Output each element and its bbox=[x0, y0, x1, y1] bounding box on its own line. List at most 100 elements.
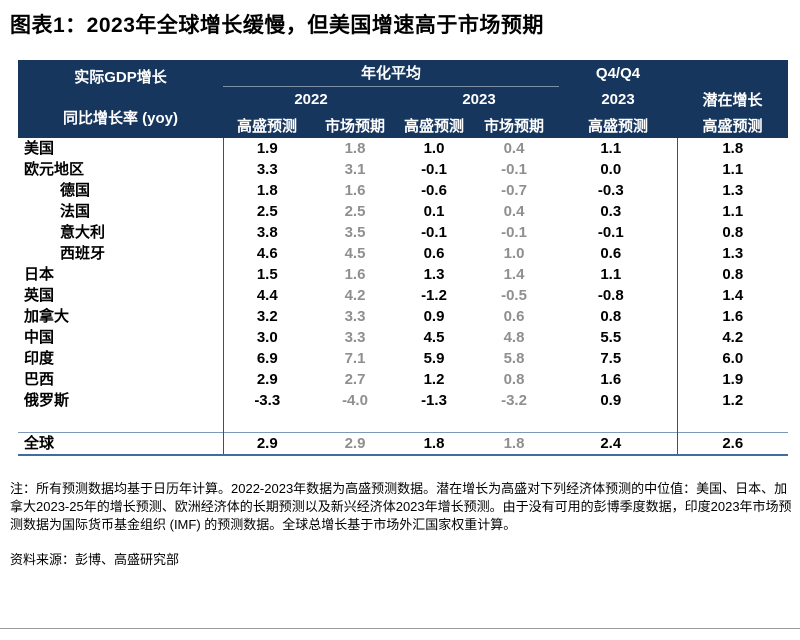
value-cell: 1.2 bbox=[423, 371, 445, 388]
header-real-gdp-growth: 实际GDP增长 bbox=[74, 69, 167, 86]
world-q4-gs: 2.4 bbox=[559, 431, 678, 456]
header-sub-gs-forecast-potential: 高盛预测 bbox=[677, 112, 789, 138]
spacer-row bbox=[18, 411, 789, 432]
value-cell: 0.4 bbox=[503, 140, 525, 157]
value-cell: 1.1 bbox=[600, 140, 622, 157]
header-sub-market-consensus-2022: 市场预期 bbox=[311, 112, 399, 138]
value-cell: 1.3 bbox=[676, 180, 789, 201]
value-cell: 0.9 bbox=[423, 308, 445, 325]
value-cell: -0.5 bbox=[501, 287, 527, 304]
value-cell: 0.6 bbox=[423, 245, 445, 262]
country-row: 欧元地区 3.3 3.1 -0.1 -0.1 0.0 1.1 bbox=[18, 159, 789, 180]
country-label: 印度 bbox=[24, 350, 55, 367]
country-row: 西班牙 4.6 4.5 0.6 1.0 0.6 1.3 bbox=[18, 243, 789, 264]
header-potential-growth: 潜在增长 bbox=[677, 86, 789, 112]
value-cell: 5.9 bbox=[423, 350, 445, 367]
country-row: 美国 1.9 1.8 1.0 0.4 1.1 1.8 bbox=[18, 138, 789, 159]
world-2022-gs: 2.9 bbox=[222, 431, 311, 456]
value-cell: 3.3 bbox=[344, 329, 366, 346]
value-cell: -3.2 bbox=[501, 392, 527, 409]
value-cell: 2.5 bbox=[222, 201, 311, 222]
value-cell: 3.3 bbox=[222, 159, 311, 180]
value-cell: 3.2 bbox=[222, 306, 311, 327]
value-cell: 6.0 bbox=[676, 348, 789, 369]
value-cell: 4.2 bbox=[676, 327, 789, 348]
value-cell: 4.4 bbox=[222, 285, 311, 306]
value-cell: 1.4 bbox=[676, 285, 789, 306]
value-cell: -0.8 bbox=[597, 287, 624, 304]
value-cell: 3.5 bbox=[344, 224, 366, 241]
country-label: 德国 bbox=[60, 182, 91, 199]
value-cell: 1.4 bbox=[503, 266, 525, 283]
country-label: 俄罗斯 bbox=[24, 392, 70, 409]
value-cell: 4.8 bbox=[503, 329, 525, 346]
value-cell: 1.3 bbox=[423, 266, 445, 283]
value-cell: -0.1 bbox=[597, 224, 624, 241]
value-cell: 6.9 bbox=[222, 348, 311, 369]
country-row: 德国 1.8 1.6 -0.6 -0.7 -0.3 1.3 bbox=[18, 180, 789, 201]
value-cell: -4.0 bbox=[342, 392, 368, 409]
header-row-label-cell: 实际GDP增长 同比增长率 (yoy) bbox=[18, 60, 223, 138]
country-row: 英国 4.4 4.2 -1.2 -0.5 -0.8 1.4 bbox=[18, 285, 789, 306]
country-label: 英国 bbox=[24, 287, 55, 304]
country-row: 法国 2.5 2.5 0.1 0.4 0.3 1.1 bbox=[18, 201, 789, 222]
value-cell: 0.8 bbox=[676, 222, 789, 243]
value-cell: -3.3 bbox=[222, 390, 311, 411]
value-cell: 0.6 bbox=[503, 308, 525, 325]
country-label: 意大利 bbox=[60, 224, 106, 241]
value-cell: 1.6 bbox=[676, 306, 789, 327]
world-2023-market: 1.8 bbox=[469, 431, 560, 456]
value-cell: 5.5 bbox=[600, 329, 622, 346]
value-cell: 1.9 bbox=[222, 138, 311, 159]
value-cell: 0.8 bbox=[503, 371, 525, 388]
country-row: 中国 3.0 3.3 4.5 4.8 5.5 4.2 bbox=[18, 327, 789, 348]
header-sub-gs-forecast-q4: 高盛预测 bbox=[559, 112, 678, 138]
value-cell: 1.8 bbox=[222, 180, 311, 201]
world-label: 全球 bbox=[18, 431, 223, 456]
value-cell: 2.9 bbox=[222, 369, 311, 390]
value-cell: 1.1 bbox=[676, 159, 789, 180]
value-cell: -1.2 bbox=[421, 287, 447, 304]
header-q4-year-2023: 2023 bbox=[559, 86, 678, 112]
world-potential-gs: 2.6 bbox=[676, 431, 789, 456]
table-header: 实际GDP增长 同比增长率 (yoy) 年化平均 Q4/Q4 2022 2023… bbox=[18, 60, 789, 138]
value-cell: -0.3 bbox=[597, 182, 624, 199]
world-2022-market: 2.9 bbox=[311, 431, 399, 456]
value-cell: 1.0 bbox=[423, 140, 445, 157]
value-cell: 1.8 bbox=[676, 138, 789, 159]
country-label: 西班牙 bbox=[60, 245, 106, 262]
value-cell: 0.8 bbox=[676, 264, 789, 285]
header-year-2022: 2022 bbox=[223, 86, 399, 112]
value-cell: 1.3 bbox=[676, 243, 789, 264]
page-bottom-rule bbox=[0, 628, 800, 629]
value-cell: 1.5 bbox=[222, 264, 311, 285]
country-label: 巴西 bbox=[24, 371, 55, 388]
value-cell: 4.5 bbox=[344, 245, 366, 262]
value-cell: -0.7 bbox=[501, 182, 527, 199]
value-cell: 5.8 bbox=[503, 350, 525, 367]
value-cell: 3.8 bbox=[222, 222, 311, 243]
country-row: 日本 1.5 1.6 1.3 1.4 1.1 0.8 bbox=[18, 264, 789, 285]
header-group-annualized-average: 年化平均 bbox=[223, 60, 560, 87]
value-cell: 0.8 bbox=[600, 308, 622, 325]
exhibit-title: 图表1：2023年全球增长缓慢，但美国增速高于市场预期 bbox=[10, 14, 544, 37]
value-cell: -0.6 bbox=[421, 182, 447, 199]
country-row: 意大利 3.8 3.5 -0.1 -0.1 -0.1 0.8 bbox=[18, 222, 789, 243]
header-sub-gs-forecast-2023: 高盛预测 bbox=[399, 112, 469, 138]
footnote: 注：所有预测数据均基于日历年计算。2022-2023年数据为高盛预测数据。潜在增… bbox=[10, 480, 792, 532]
header-group-q4q4: Q4/Q4 bbox=[559, 60, 678, 86]
value-cell: 1.8 bbox=[344, 140, 366, 157]
value-cell: 1.6 bbox=[600, 371, 622, 388]
value-cell: -0.1 bbox=[421, 161, 447, 178]
source-line: 资料来源：彭博、高盛研究部 bbox=[10, 551, 180, 567]
value-cell: 1.0 bbox=[503, 245, 525, 262]
country-label: 加拿大 bbox=[24, 308, 70, 325]
header-sub-market-consensus-2023: 市场预期 bbox=[469, 112, 560, 138]
value-cell: 2.7 bbox=[344, 371, 366, 388]
country-label: 中国 bbox=[24, 329, 55, 346]
country-label: 日本 bbox=[24, 266, 55, 283]
world-2023-gs: 1.8 bbox=[399, 431, 469, 456]
table-body: 美国 1.9 1.8 1.0 0.4 1.1 1.8 欧元地区 3.3 3.1 -0.1 -0.1 0.… bbox=[18, 138, 789, 411]
value-cell: 1.6 bbox=[344, 266, 366, 283]
